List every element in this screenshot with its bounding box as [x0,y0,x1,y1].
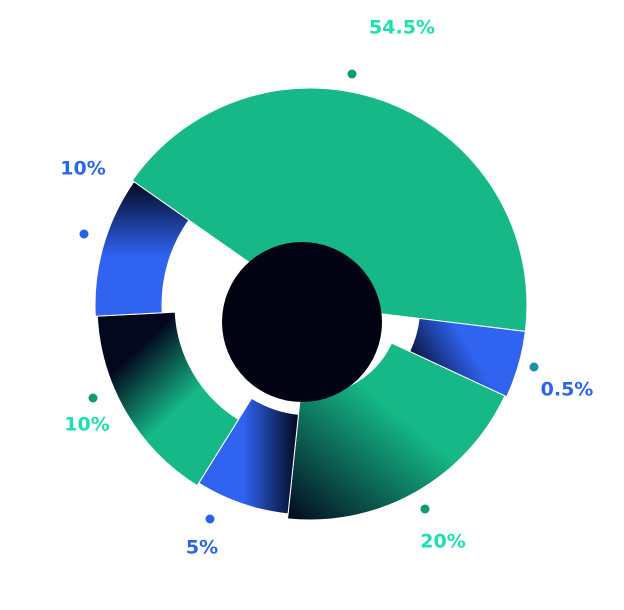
segment-value-label-2: 0.5% [541,379,594,401]
segment-value-label-1: 54.5% [369,17,435,39]
segment-value-label-4: 5% [186,537,218,559]
segment-marker-dot-2 [530,363,539,372]
segment-marker-dot-5 [89,394,98,403]
segment-marker-dot-3 [421,505,430,514]
segment-value-label-6: 10% [60,158,105,180]
segment-marker-dot-4 [206,515,215,524]
segment-value-label-5: 10% [64,414,109,436]
chart-center-hole [222,242,382,402]
segment-marker-dot-1 [348,70,357,79]
segment-value-label-3: 20% [420,531,465,553]
segment-marker-dot-6 [80,230,89,239]
